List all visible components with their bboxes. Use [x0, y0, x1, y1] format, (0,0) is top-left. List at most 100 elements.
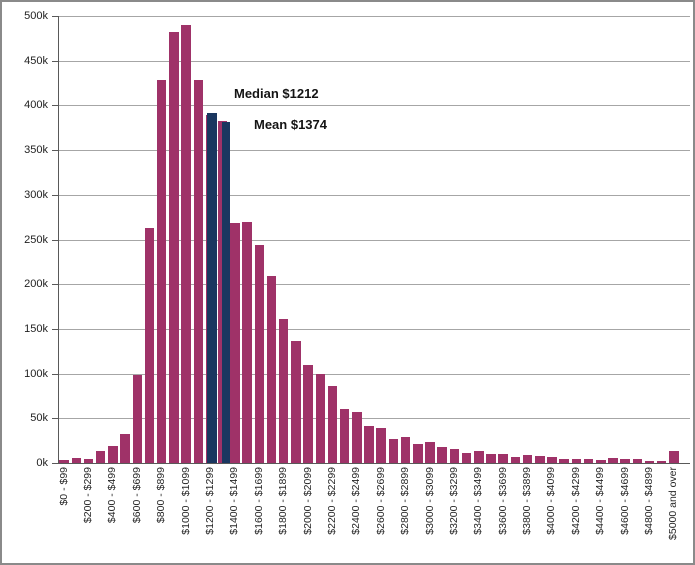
- x-axis-line: [58, 463, 690, 464]
- bar-bin-35[interactable]: [486, 454, 496, 463]
- bar-bin-10[interactable]: [181, 24, 191, 463]
- x-axis-label-14: $1400 - $1499: [228, 467, 241, 535]
- y-axis-tick-150k: [52, 328, 58, 330]
- bar-bin-24[interactable]: [352, 412, 362, 463]
- y-axis-label-250k: 250k: [24, 233, 48, 246]
- x-axis-label-32: $3200 - $3299: [447, 467, 460, 535]
- bar-bin-33[interactable]: [461, 453, 472, 463]
- bar-bin-21[interactable]: [315, 373, 325, 463]
- median-annotation: Median $1212: [234, 86, 319, 101]
- x-axis-label-8: $800 - $899: [155, 467, 168, 524]
- y-axis-tick-500k: [52, 16, 58, 17]
- y-axis-tick-400k: [52, 105, 58, 107]
- x-axis-label-20: $2000 - $2099: [301, 467, 314, 535]
- x-axis-label-44: $4400 - $4499: [594, 467, 607, 535]
- gridline-350k: [58, 150, 690, 152]
- x-axis-label-0: $0 - $99: [57, 467, 70, 506]
- bar-bin-23[interactable]: [339, 409, 350, 463]
- bar-bin-25[interactable]: [364, 425, 374, 463]
- bar-bin-2[interactable]: [83, 458, 94, 463]
- gridline-400k: [58, 105, 690, 107]
- bar-bin-37[interactable]: [510, 456, 521, 463]
- bar-bin-50[interactable]: [669, 450, 679, 463]
- x-axis-label-42: $4200 - $4299: [569, 467, 582, 535]
- gridline-100k: [58, 373, 690, 375]
- y-axis-label-50k: 50k: [30, 412, 48, 425]
- y-axis-line: [58, 16, 59, 464]
- bar-bin-18[interactable]: [278, 319, 289, 463]
- bar-bin-46[interactable]: [620, 459, 630, 463]
- bar-bin-31[interactable]: [437, 446, 447, 463]
- gridline-500k: [58, 16, 690, 17]
- bar-bin-11[interactable]: [193, 80, 203, 463]
- bar-bin-40[interactable]: [547, 456, 557, 463]
- x-axis-label-22: $2200 - $2299: [325, 467, 338, 535]
- x-axis-label-10: $1000 - $1099: [179, 467, 192, 535]
- y-axis-tick-350k: [52, 150, 58, 152]
- bar-bin-9[interactable]: [169, 32, 179, 463]
- gridline-300k: [58, 194, 690, 196]
- x-axis-label-16: $1600 - $1699: [252, 467, 265, 535]
- y-axis-label-300k: 300k: [24, 188, 48, 201]
- x-axis-label-46: $4600 - $4699: [618, 467, 631, 535]
- x-axis-label-38: $3800 - $3899: [521, 467, 533, 535]
- x-axis-label-34: $3400 - $3499: [472, 467, 485, 535]
- y-axis-label-500k: 500k: [24, 10, 48, 22]
- bar-bin-34[interactable]: [474, 450, 484, 463]
- y-axis-label-200k: 200k: [24, 278, 48, 291]
- bar-bin-3[interactable]: [95, 451, 106, 463]
- median-highlight-bar[interactable]: [207, 112, 218, 463]
- bar-bin-16[interactable]: [254, 244, 264, 463]
- x-axis-label-12: $1200 - $1299: [204, 467, 216, 535]
- x-axis-label-50: $5000 and over: [667, 467, 680, 540]
- bar-bin-20[interactable]: [303, 364, 313, 463]
- bar-bin-47[interactable]: [632, 459, 643, 463]
- bar-bin-22[interactable]: [327, 386, 338, 463]
- bar-bin-0[interactable]: [59, 460, 69, 463]
- y-axis-tick-300k: [52, 194, 58, 196]
- bar-bin-26[interactable]: [376, 428, 386, 463]
- bar-bin-15[interactable]: [242, 221, 252, 463]
- bar-bin-36[interactable]: [498, 454, 508, 463]
- bar-bin-1[interactable]: [71, 457, 81, 463]
- y-axis-tick-50k: [52, 418, 58, 420]
- bar-bin-48[interactable]: [644, 461, 655, 463]
- bar-bin-8[interactable]: [156, 80, 167, 463]
- bar-bin-38[interactable]: [522, 455, 533, 463]
- bar-bin-29[interactable]: [413, 444, 423, 463]
- bar-bin-17[interactable]: [266, 276, 277, 463]
- x-axis-label-40: $4000 - $4099: [545, 467, 558, 535]
- bar-bin-45[interactable]: [608, 458, 618, 463]
- bar-bin-6[interactable]: [132, 375, 142, 463]
- gridline-50k: [58, 418, 690, 420]
- bar-bin-39[interactable]: [535, 455, 545, 463]
- x-axis-label-48: $4800 - $4899: [643, 467, 655, 535]
- bar-bin-27[interactable]: [388, 438, 399, 463]
- bar-bin-49[interactable]: [656, 461, 667, 463]
- x-axis-label-18: $1800 - $1899: [277, 467, 290, 535]
- bar-bin-28[interactable]: [400, 437, 411, 463]
- bar-bin-30[interactable]: [425, 442, 435, 463]
- x-axis-label-30: $3000 - $3099: [423, 467, 436, 535]
- bar-bin-7[interactable]: [144, 227, 155, 463]
- bar-bin-14[interactable]: [230, 223, 240, 463]
- y-axis-label-400k: 400k: [24, 99, 48, 112]
- gridline-250k: [58, 239, 690, 241]
- y-axis-label-150k: 150k: [24, 322, 48, 335]
- x-axis-label-24: $2400 - $2499: [350, 467, 363, 535]
- y-axis-label-100k: 100k: [24, 367, 48, 380]
- bar-bin-43[interactable]: [583, 459, 594, 463]
- mean-highlight-bar[interactable]: [221, 122, 230, 463]
- y-axis-label-0k: 0k: [36, 457, 48, 469]
- y-axis-tick-200k: [52, 284, 58, 286]
- bar-bin-44[interactable]: [596, 460, 606, 463]
- bar-bin-32[interactable]: [449, 448, 460, 463]
- bar-bin-4[interactable]: [108, 446, 118, 463]
- bar-bin-42[interactable]: [571, 458, 582, 463]
- x-axis-label-26: $2600 - $2699: [374, 467, 387, 535]
- bar-bin-41[interactable]: [559, 458, 569, 463]
- bar-bin-5[interactable]: [120, 433, 130, 463]
- bar-bin-19[interactable]: [291, 341, 301, 463]
- x-axis-label-4: $400 - $499: [106, 467, 119, 524]
